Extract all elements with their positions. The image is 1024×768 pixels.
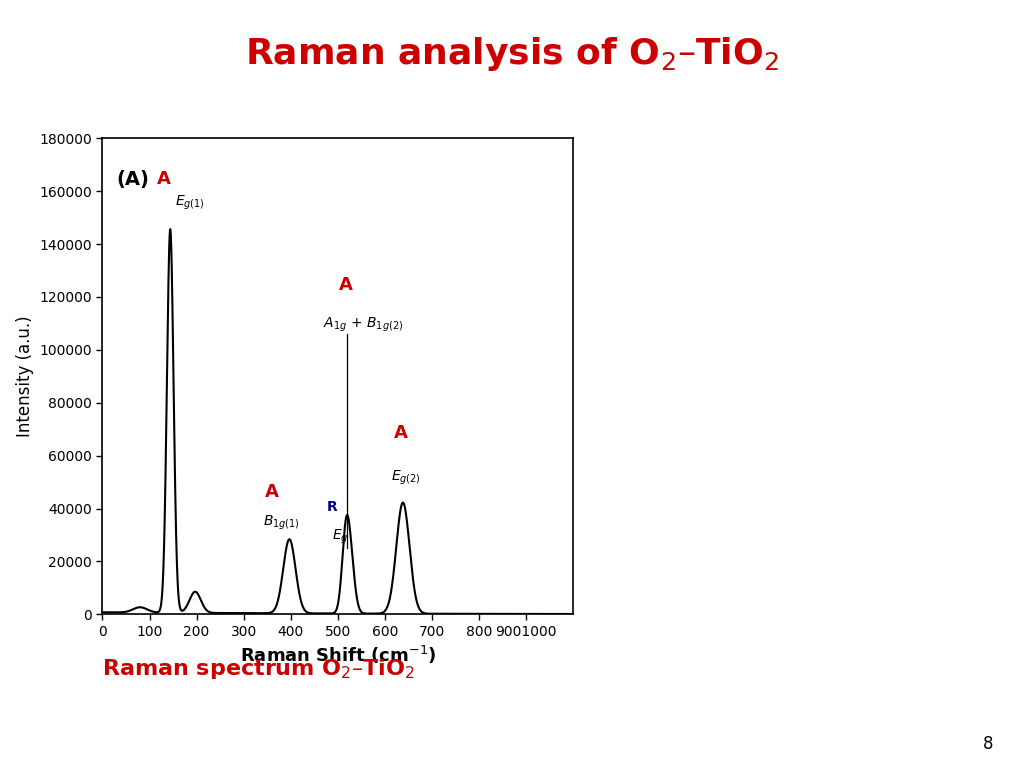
Text: R: R <box>327 500 337 514</box>
Text: $B_{1g(1)}$: $B_{1g(1)}$ <box>262 514 299 532</box>
Text: 8: 8 <box>983 735 993 753</box>
Text: A: A <box>339 276 352 294</box>
Text: A: A <box>265 482 279 501</box>
Text: $E_{g(2)}$: $E_{g(2)}$ <box>391 469 421 488</box>
Y-axis label: Intensity (a.u.): Intensity (a.u.) <box>15 316 34 437</box>
X-axis label: Raman Shift (cm$^{-1}$): Raman Shift (cm$^{-1}$) <box>240 644 436 667</box>
Text: A: A <box>393 425 408 442</box>
Text: $E_{g(1)}$: $E_{g(1)}$ <box>175 194 205 212</box>
Text: $E_g$: $E_g$ <box>332 528 349 545</box>
Text: Raman spectrum O$_2$–TiO$_2$: Raman spectrum O$_2$–TiO$_2$ <box>102 657 415 680</box>
Text: A: A <box>157 170 170 188</box>
Text: $A_{1g}$ + $B_{1g(2)}$: $A_{1g}$ + $B_{1g(2)}$ <box>323 316 403 334</box>
Text: Raman analysis of O$_2$–TiO$_2$: Raman analysis of O$_2$–TiO$_2$ <box>245 35 779 72</box>
Text: (A): (A) <box>117 170 150 189</box>
